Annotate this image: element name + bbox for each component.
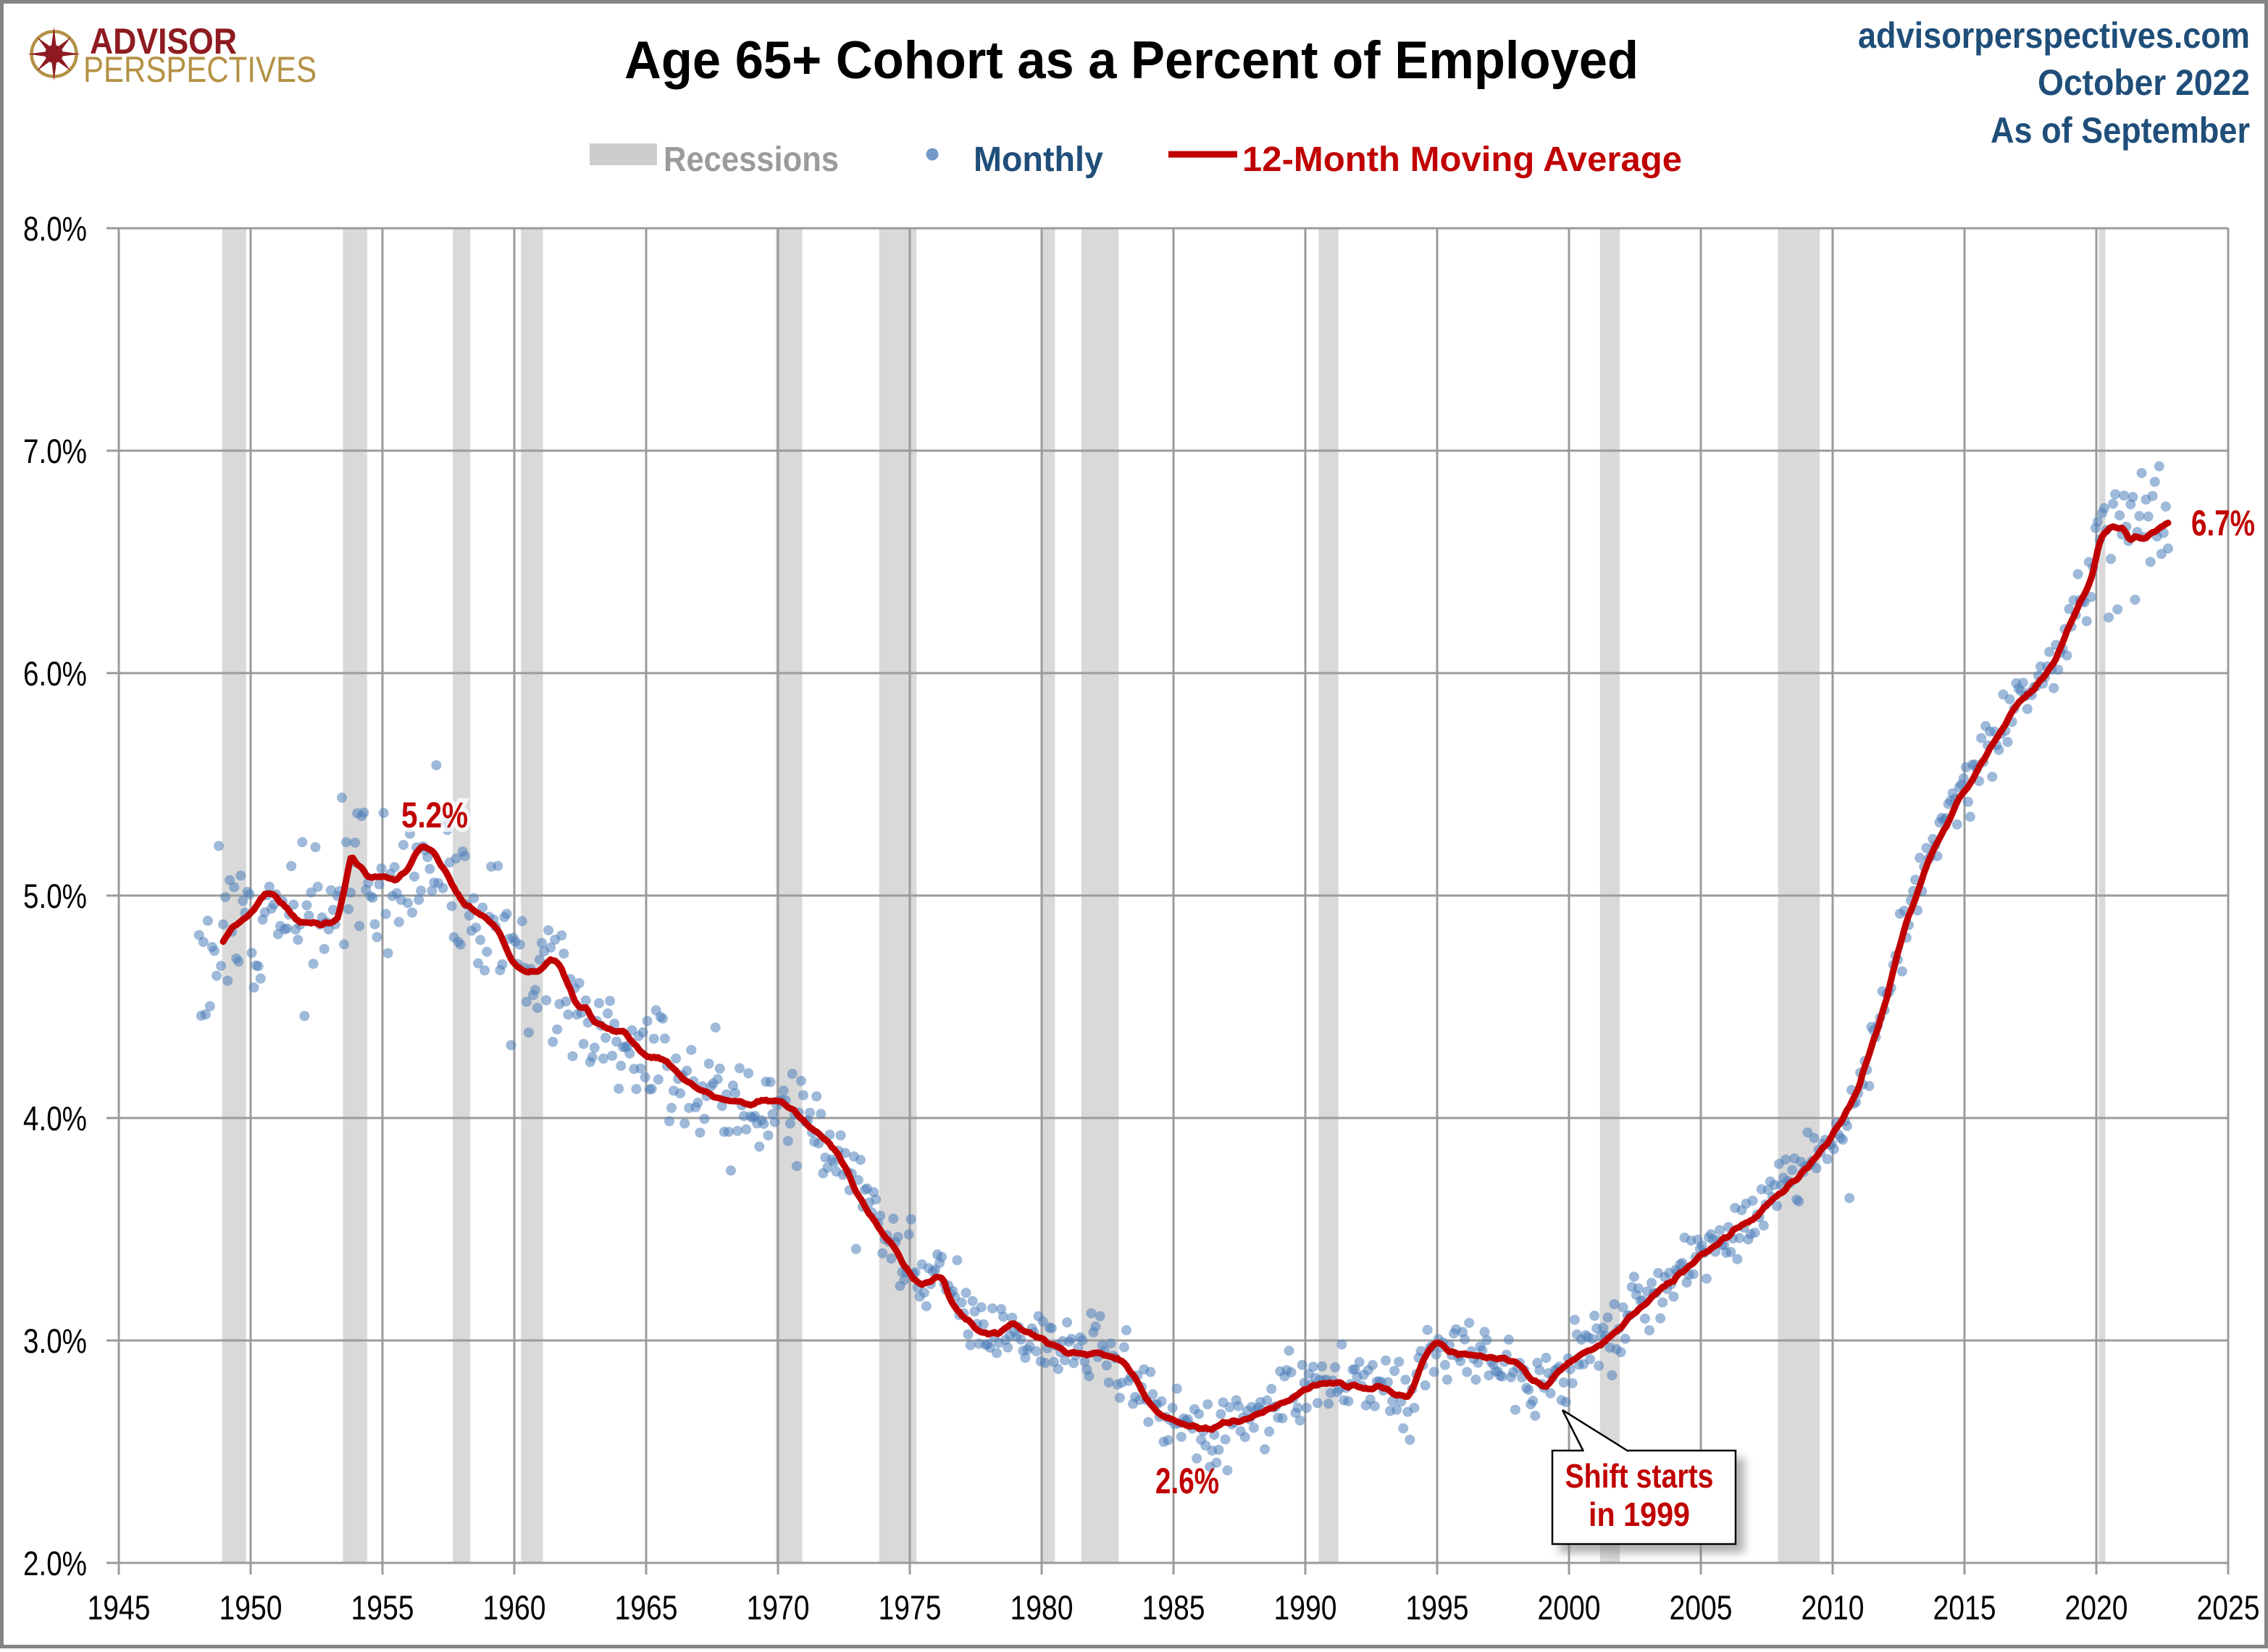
- svg-text:1985: 1985: [1142, 1588, 1205, 1627]
- svg-text:2000: 2000: [1538, 1588, 1601, 1627]
- svg-text:1955: 1955: [351, 1588, 414, 1627]
- svg-text:Shift starts: Shift starts: [1565, 1457, 1714, 1495]
- svg-text:1995: 1995: [1406, 1588, 1469, 1627]
- svg-text:8.0%: 8.0%: [23, 209, 87, 248]
- svg-text:6.7%: 6.7%: [2191, 503, 2255, 543]
- svg-text:3.0%: 3.0%: [23, 1322, 87, 1360]
- svg-text:4.0%: 4.0%: [23, 1099, 87, 1138]
- svg-text:12-Month Moving Average: 12-Month Moving Average: [1242, 141, 1682, 179]
- svg-text:Recessions: Recessions: [664, 141, 839, 179]
- svg-text:7.0%: 7.0%: [23, 432, 87, 470]
- svg-text:As of September: As of September: [1991, 110, 2250, 151]
- svg-text:1965: 1965: [615, 1588, 678, 1627]
- svg-text:1950: 1950: [219, 1588, 283, 1627]
- svg-text:in 1999: in 1999: [1589, 1495, 1690, 1533]
- svg-text:October 2022: October 2022: [2038, 62, 2250, 103]
- svg-text:2015: 2015: [1933, 1588, 1996, 1627]
- svg-text:6.0%: 6.0%: [23, 654, 87, 693]
- svg-text:1945: 1945: [88, 1588, 151, 1627]
- svg-text:ADVISOR: ADVISOR: [90, 21, 237, 62]
- svg-text:Monthly: Monthly: [974, 141, 1103, 179]
- svg-text:5.2%: 5.2%: [401, 795, 468, 835]
- svg-text:2005: 2005: [1670, 1588, 1733, 1627]
- svg-text:5.0%: 5.0%: [23, 877, 87, 915]
- svg-text:2.6%: 2.6%: [1155, 1461, 1219, 1501]
- svg-text:2010: 2010: [1802, 1588, 1865, 1627]
- svg-text:PERSPECTIVES: PERSPECTIVES: [83, 49, 317, 90]
- svg-text:1990: 1990: [1274, 1588, 1337, 1627]
- svg-text:2.0%: 2.0%: [23, 1544, 87, 1582]
- svg-text:2025: 2025: [2197, 1588, 2260, 1627]
- svg-text:Age 65+ Cohort as a Percent of: Age 65+ Cohort as a Percent of Employed: [624, 31, 1639, 90]
- svg-text:advisorperspectives.com: advisorperspectives.com: [1858, 15, 2250, 56]
- svg-text:1975: 1975: [879, 1588, 942, 1627]
- svg-text:5.2%: 5.2%: [401, 795, 468, 835]
- svg-text:1980: 1980: [1010, 1588, 1074, 1627]
- svg-text:1970: 1970: [747, 1588, 810, 1627]
- svg-text:1960: 1960: [483, 1588, 546, 1627]
- svg-text:2020: 2020: [2065, 1588, 2128, 1627]
